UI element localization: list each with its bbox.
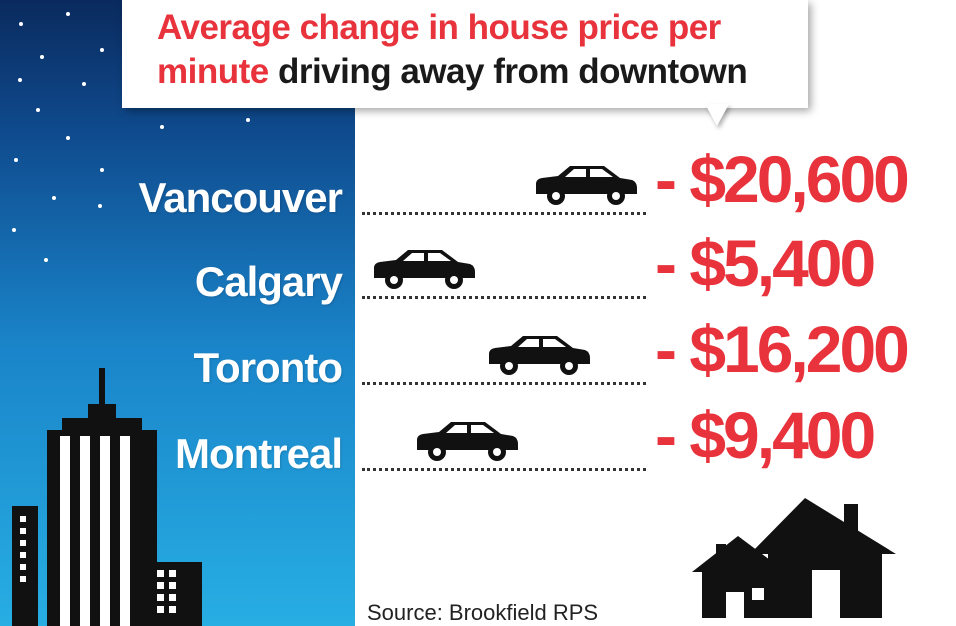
star — [100, 168, 104, 172]
star — [19, 22, 23, 26]
dotted-road-toronto — [362, 382, 646, 385]
star — [44, 258, 48, 262]
title-part1: Average change in house price per — [157, 8, 721, 47]
skyscraper-icon — [12, 368, 202, 626]
title-part2: minute — [157, 52, 269, 91]
star — [246, 118, 250, 122]
dotted-road-calgary — [362, 296, 646, 299]
value-label-montreal: - $9,400 — [655, 398, 876, 472]
value-label-calgary: - $5,400 — [655, 226, 876, 300]
car-icon — [372, 248, 476, 295]
star — [52, 196, 56, 200]
car-icon — [487, 334, 591, 381]
star — [14, 158, 18, 162]
star — [40, 55, 44, 59]
star — [66, 136, 70, 140]
dotted-road-montreal — [362, 468, 646, 471]
star — [100, 48, 104, 52]
title-part3: driving away from downtown — [268, 52, 748, 91]
value-label-toronto: - $16,200 — [655, 312, 910, 386]
star — [66, 12, 70, 16]
title-callout-pointer — [705, 104, 729, 126]
value-label-vancouver: - $20,600 — [655, 142, 910, 216]
dotted-road-vancouver — [362, 212, 646, 215]
category-label-toronto: Toronto — [193, 344, 343, 391]
car-icon — [534, 164, 638, 211]
house-icon — [692, 498, 896, 618]
star — [160, 125, 164, 129]
star — [98, 204, 102, 208]
car-icon — [415, 420, 519, 467]
star — [18, 78, 22, 82]
star — [36, 108, 40, 112]
star — [12, 228, 16, 232]
title-callout — [122, 0, 808, 108]
source-note: Source: Brookfield RPS — [367, 600, 599, 625]
category-label-montreal: Montreal — [174, 430, 343, 477]
category-label-vancouver: Vancouver — [138, 174, 343, 221]
category-label-calgary: Calgary — [194, 258, 343, 305]
star — [82, 82, 86, 86]
chart-title: Average change in house price per minute… — [157, 6, 797, 94]
